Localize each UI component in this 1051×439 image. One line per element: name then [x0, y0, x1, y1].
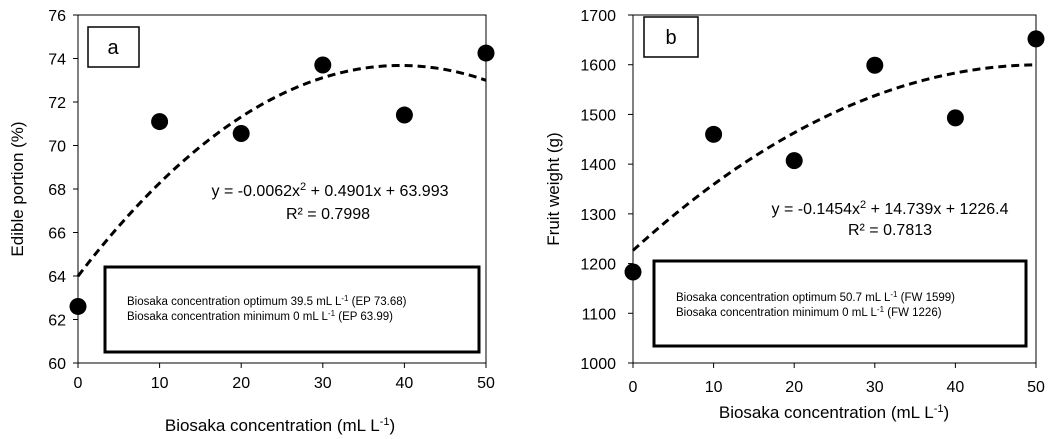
y-tick-label: 74 [48, 52, 66, 69]
y-tick-label: 62 [48, 313, 66, 330]
equation-a: y = -0.0062x2 + 0.4901x + 63.993 [212, 181, 449, 200]
panel-label-box-b [643, 16, 699, 58]
y-tick-label: 72 [48, 95, 66, 112]
data-point-a [477, 44, 495, 62]
panel-label-b: b [665, 27, 676, 49]
y-tick-label: 1700 [580, 8, 616, 25]
data-point-b [624, 263, 642, 281]
panel-a: 60 62 64 66 68 70 72 74 76 0 10 20 30 40 50 a y = -0.… [8, 8, 495, 435]
y-tick-label: 1600 [580, 58, 616, 75]
data-point-b [705, 125, 723, 143]
points-a [69, 44, 495, 315]
y-tick-label: 1100 [582, 306, 617, 323]
data-point-b [866, 56, 884, 74]
data-point-b [946, 109, 964, 127]
y-tick-label: 1400 [580, 157, 616, 174]
x-ticks-b: 0 10 20 30 40 50 [629, 363, 1045, 396]
equation-b: y = -0.1454x2 + 14.739x + 1226.4 [772, 199, 1009, 218]
y-ticks-b: 1000 1100 1200 1300 1400 1500 1600 1700 [580, 8, 633, 373]
x-tick-label: 40 [947, 379, 965, 396]
x-tick-label: 30 [866, 379, 884, 396]
note-line-b-1: Biosaka concentration optimum 50.7 mL L-… [676, 290, 955, 305]
y-ticks-a: 60 62 64 66 68 70 72 74 76 [48, 8, 78, 373]
note-line-a-1: Biosaka concentration optimum 39.5 mL L-… [127, 294, 407, 309]
x-tick-label: 20 [785, 379, 803, 396]
x-tick-label: 50 [1027, 379, 1045, 396]
data-point-a [395, 106, 413, 124]
y-tick-label: 1000 [580, 356, 616, 373]
data-point-a [232, 125, 250, 143]
x-axis-label-b: Biosaka concentration (mL L-1) [719, 403, 949, 422]
x-tick-label: 50 [477, 375, 495, 392]
trendline-b [631, 63, 1037, 252]
x-tick-label: 30 [314, 375, 332, 392]
y-tick-label: 60 [48, 356, 66, 373]
y-tick-label: 76 [48, 8, 66, 25]
y-tick-label: 1300 [580, 207, 616, 224]
x-tick-label: 0 [74, 375, 83, 392]
plot-area-b [632, 14, 1037, 364]
note-box-a [103, 265, 481, 354]
r-squared-b: R² = 0.7813 [848, 222, 932, 239]
panel-label-a: a [107, 37, 119, 59]
y-axis-label-b: Fruit weight (g) [544, 132, 563, 245]
x-tick-label: 10 [705, 379, 723, 396]
y-tick-label: 1500 [580, 107, 616, 124]
data-point-b [785, 152, 803, 170]
data-point-a [151, 113, 169, 131]
note-line-a-2: Biosaka concentration minimum 0 mL L-1 (… [127, 309, 393, 324]
trendline-a [76, 63, 487, 278]
x-tick-label: 10 [151, 375, 169, 392]
y-tick-label: 70 [48, 139, 66, 156]
note-box-b [652, 259, 1028, 348]
y-tick-label: 64 [48, 269, 66, 286]
data-point-a [314, 56, 332, 74]
x-tick-label: 40 [396, 375, 414, 392]
y-axis-label-a: Edible portion (%) [8, 121, 27, 256]
y-tick-label: 68 [48, 182, 66, 199]
x-axis-label-a: Biosaka concentration (mL L-1) [165, 416, 395, 435]
y-tick-label: 66 [48, 226, 66, 243]
data-point-a [69, 297, 87, 315]
note-line-b-2: Biosaka concentration minimum 0 mL L-1 (… [676, 305, 942, 320]
panel-label-box-a [87, 26, 140, 68]
x-tick-label: 20 [232, 375, 250, 392]
data-point-b [1027, 30, 1045, 48]
points-b [624, 30, 1045, 281]
r-squared-a: R² = 0.7998 [286, 206, 370, 223]
x-ticks-a: 0 10 20 30 40 50 [74, 363, 495, 392]
y-tick-label: 1200 [580, 257, 616, 274]
x-tick-label: 0 [629, 379, 638, 396]
panel-b: 1000 1100 1200 1300 1400 1500 1600 1700 0 10 20 30… [544, 8, 1045, 422]
